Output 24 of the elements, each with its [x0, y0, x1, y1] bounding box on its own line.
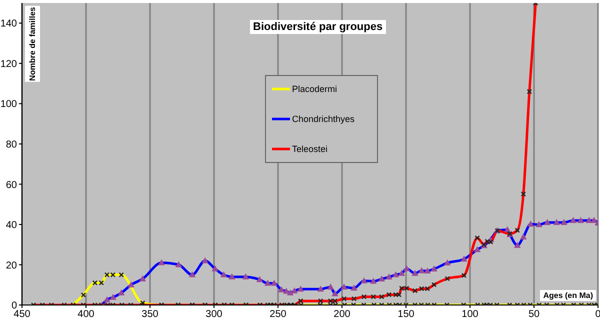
text: Biodiversité par groupes — [250, 20, 386, 34]
x-tick-label: 150 — [398, 309, 415, 320]
legend-label: Teleostei — [292, 144, 328, 154]
x-tick-label: 100 — [462, 309, 479, 320]
y-tick-label: 20 — [6, 260, 18, 272]
x-tick-label: 50 — [528, 309, 540, 320]
x-tick-label: 400 — [78, 309, 95, 320]
x-tick-label: 250 — [270, 309, 287, 320]
x-tick-label: 350 — [142, 309, 159, 320]
x-axis-title: Ages (en Ma) — [540, 290, 596, 301]
legend-label: Chondrichthyes — [292, 114, 355, 124]
x-tick-label: 0 — [595, 309, 600, 320]
x-tick-label: 300 — [206, 309, 223, 320]
y-tick-label: 80 — [6, 139, 18, 150]
y-tick-label: 120 — [0, 58, 18, 70]
y-axis-title: Nombre de familles — [25, 6, 40, 82]
y-tick-label: 0 — [11, 300, 18, 312]
legend-label: Placodermi — [292, 84, 338, 94]
y-tick-label: 140 — [0, 18, 18, 30]
y-tick-label: 100 — [0, 99, 18, 110]
x-tick-label: 450 — [14, 309, 31, 320]
y-tick-label: 60 — [6, 180, 18, 191]
y-tick-label: 40 — [6, 220, 18, 232]
x-tick-label: 200 — [334, 309, 351, 320]
